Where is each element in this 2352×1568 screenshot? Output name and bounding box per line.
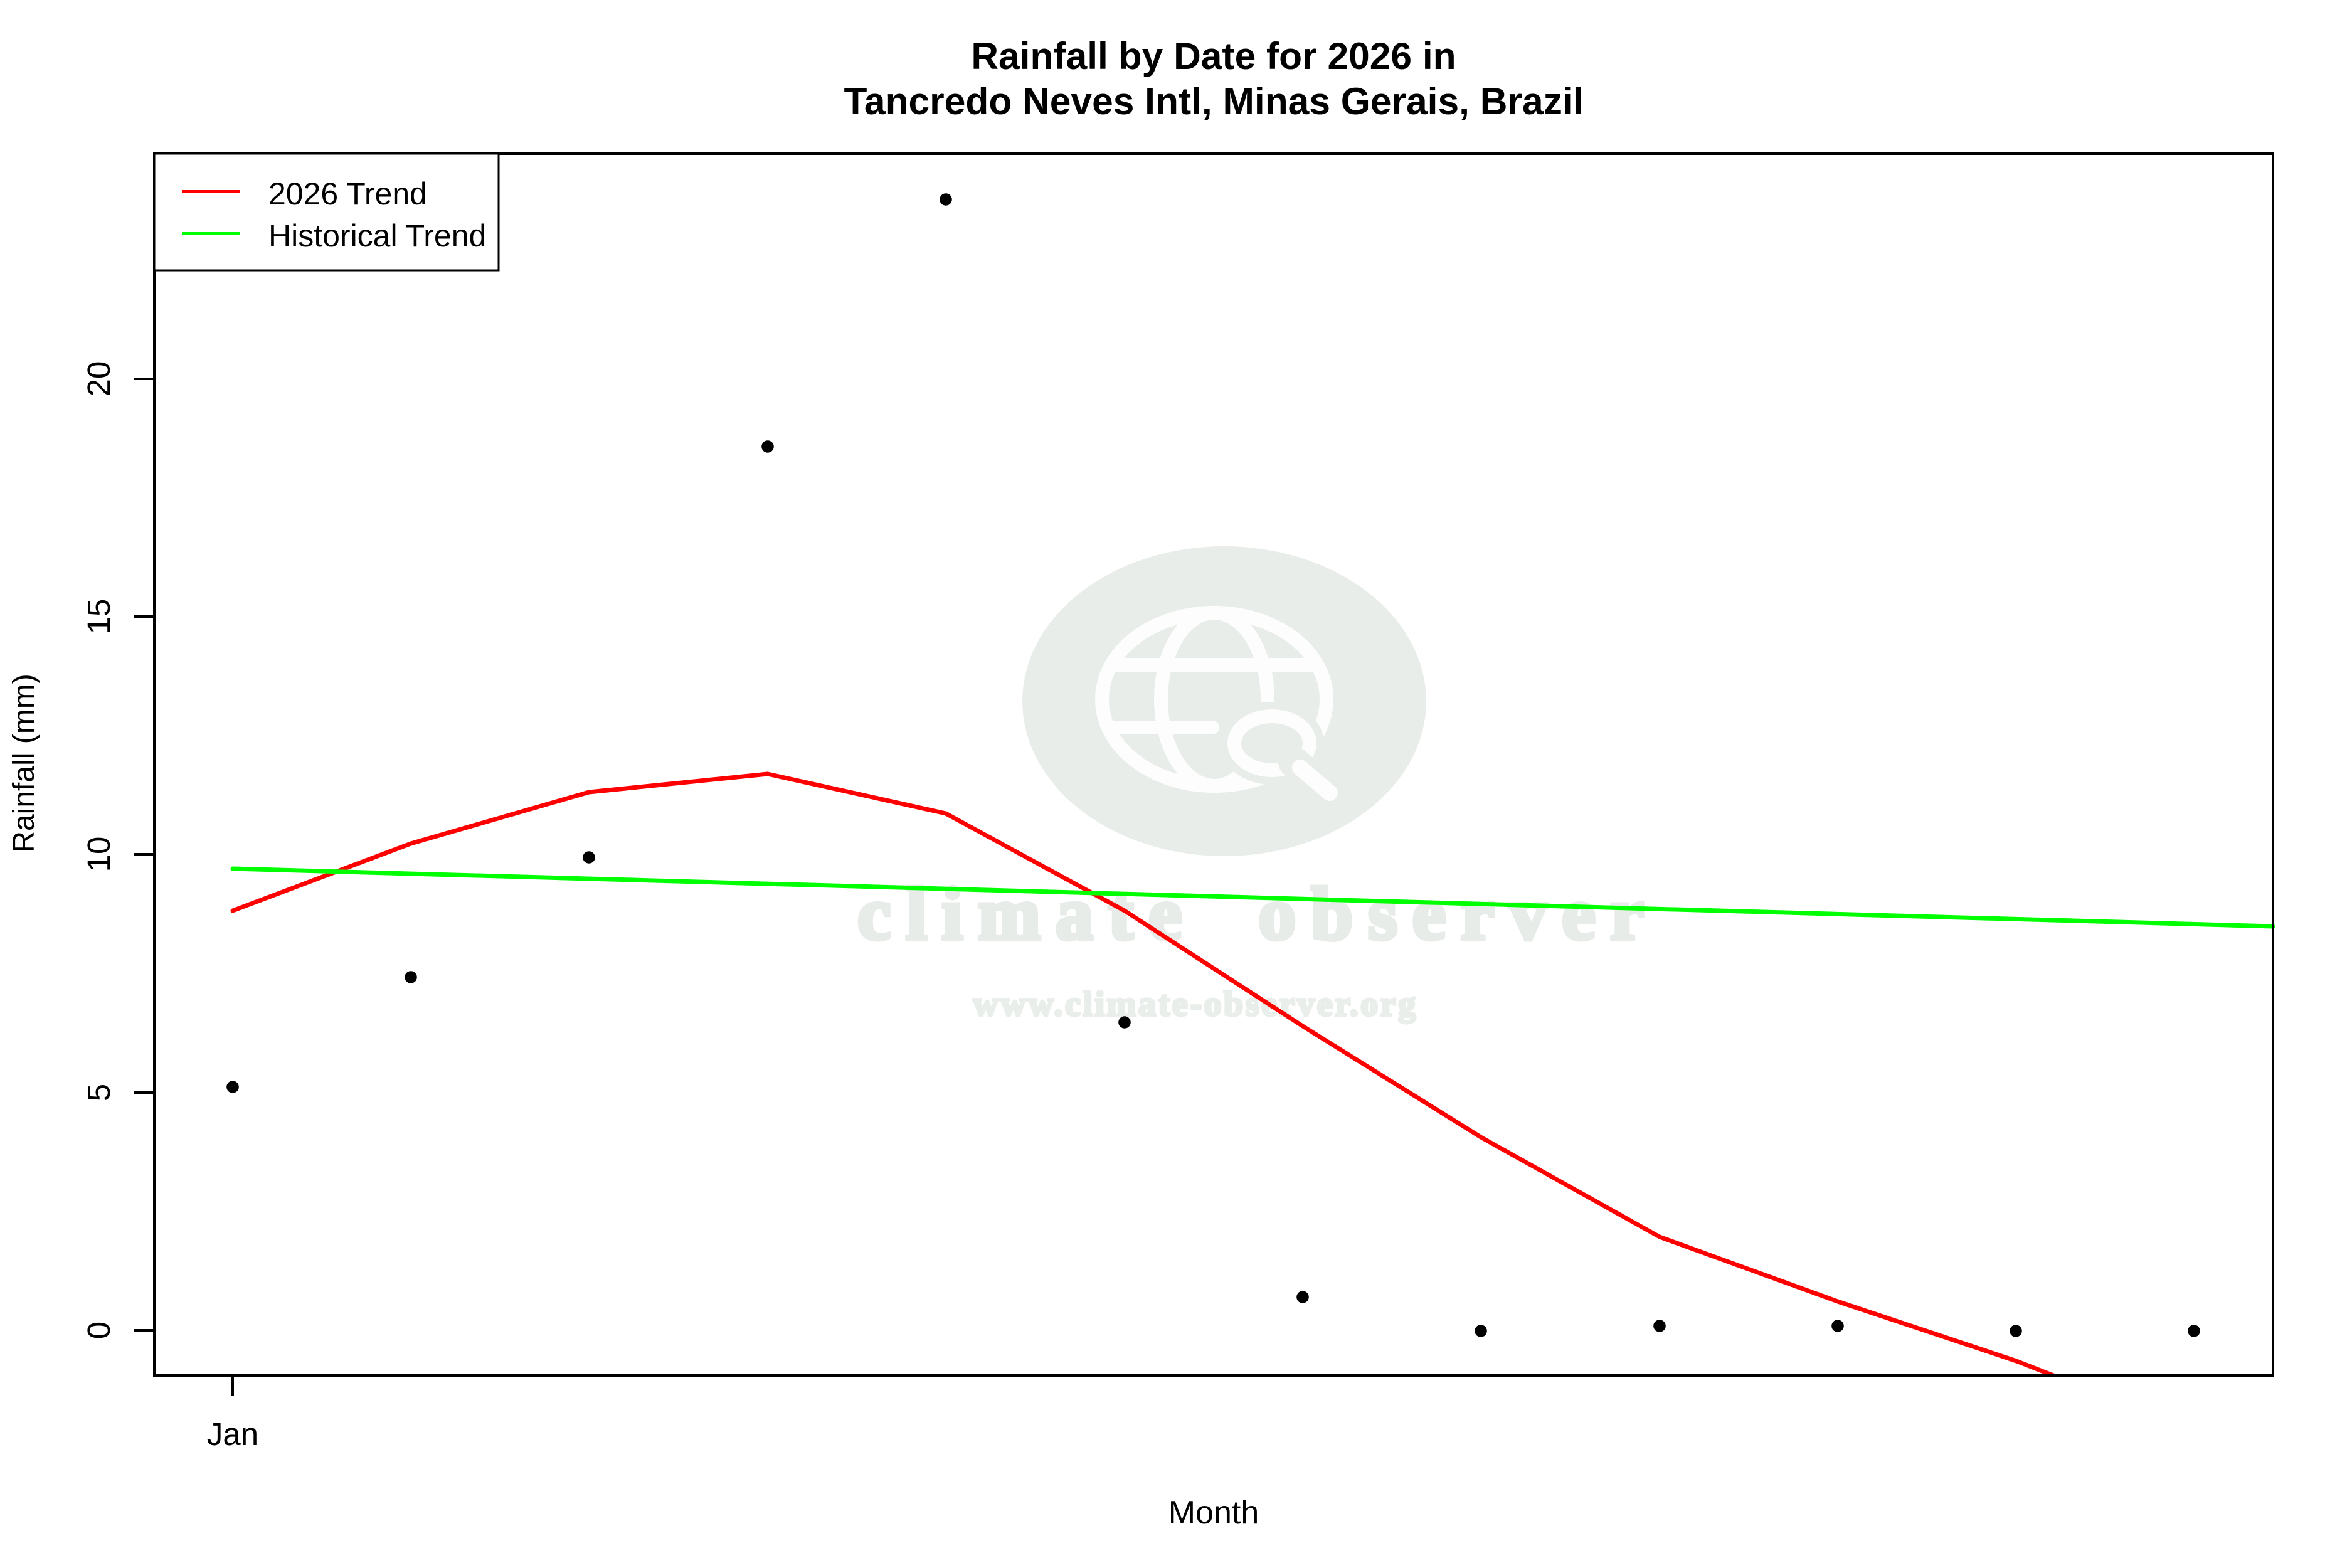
svg-text:15: 15 xyxy=(81,599,117,635)
svg-text:2026 Trend: 2026 Trend xyxy=(268,176,427,211)
svg-text:5: 5 xyxy=(81,1084,117,1101)
svg-text:climate observer: climate observer xyxy=(857,872,1659,955)
svg-text:Jan: Jan xyxy=(207,1416,258,1452)
svg-text:Tancredo Neves Intl, Minas Ger: Tancredo Neves Intl, Minas Gerais, Brazi… xyxy=(844,80,1583,122)
svg-text:0: 0 xyxy=(81,1322,117,1339)
svg-text:10: 10 xyxy=(81,837,117,872)
svg-text:www.climate-observer.org: www.climate-observer.org xyxy=(973,985,1417,1024)
svg-text:Historical Trend: Historical Trend xyxy=(268,218,486,253)
svg-text:Rainfall by Date for 2026 in: Rainfall by Date for 2026 in xyxy=(971,34,1456,77)
svg-text:20: 20 xyxy=(81,361,117,397)
svg-text:Month: Month xyxy=(1168,1495,1259,1531)
svg-text:Rainfall (mm): Rainfall (mm) xyxy=(8,674,41,852)
